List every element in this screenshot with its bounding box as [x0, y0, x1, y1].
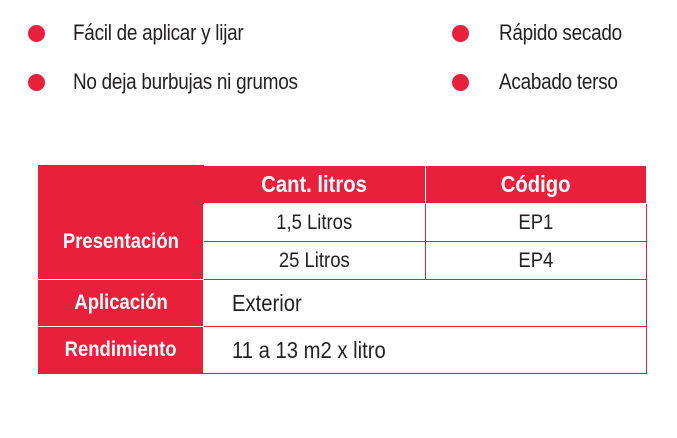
- application-cell: Exterior: [203, 279, 647, 327]
- product-spec-table: Cant. litros Código Presentación 1,5 Lit…: [38, 165, 647, 374]
- application-value: Exterior: [232, 289, 302, 316]
- quantity-cell: 25 Litros: [203, 241, 426, 280]
- quantity-cell: 1,5 Litros: [203, 203, 426, 242]
- feature-label: Acabado terso: [499, 69, 618, 94]
- yield-label: Rendimiento: [65, 338, 177, 361]
- quantity-value: 1,5 Litros: [276, 210, 353, 234]
- row-label-presentation: Presentación: [38, 203, 204, 280]
- bullet-icon: [452, 73, 469, 91]
- yield-value: 11 a 13 m2 x litro: [232, 336, 386, 363]
- header-quantity-label: Cant. litros: [261, 171, 368, 197]
- code-cell: EP4: [425, 241, 647, 280]
- table-row: 25 Litros EP4: [39, 241, 647, 280]
- header-blank-cell: [38, 165, 204, 204]
- feature-label: No deja burbujas ni grumos: [73, 69, 298, 94]
- feature-label: Rápido secado: [499, 20, 622, 45]
- bullet-icon: [452, 24, 469, 42]
- table-header-row: Cant. litros Código: [38, 165, 647, 204]
- presentation-label: Presentación: [62, 229, 180, 253]
- feature-item: No deja burbujas ni grumos: [28, 65, 334, 99]
- header-quantity: Cant. litros: [203, 165, 426, 204]
- yield-cell: 11 a 13 m2 x litro: [203, 326, 647, 374]
- feature-item: Rápido secado: [452, 16, 642, 50]
- header-code: Código: [425, 165, 647, 204]
- table-row: Rendimiento 11 a 13 m2 x litro: [38, 326, 647, 374]
- quantity-value: 25 Litros: [279, 248, 350, 272]
- table-row: Presentación 1,5 Litros EP1: [38, 203, 647, 280]
- bullet-icon: [28, 24, 45, 42]
- code-value: EP1: [518, 210, 554, 234]
- feature-item: Fácil de aplicar y lijar: [28, 16, 271, 50]
- row-label-yield: Rendimiento: [38, 326, 204, 374]
- bullet-icon: [28, 73, 45, 91]
- header-code-label: Código: [501, 171, 571, 197]
- application-label: Aplicación: [74, 291, 168, 314]
- code-value: EP4: [518, 248, 554, 272]
- feature-item: Acabado terso: [452, 65, 637, 99]
- features-list: Fácil de aplicar y lijar No deja burbuja…: [0, 0, 677, 110]
- code-cell: EP1: [425, 203, 647, 242]
- row-label-application: Aplicación: [38, 279, 204, 327]
- feature-label: Fácil de aplicar y lijar: [73, 20, 244, 45]
- table-row: Aplicación Exterior: [38, 279, 647, 327]
